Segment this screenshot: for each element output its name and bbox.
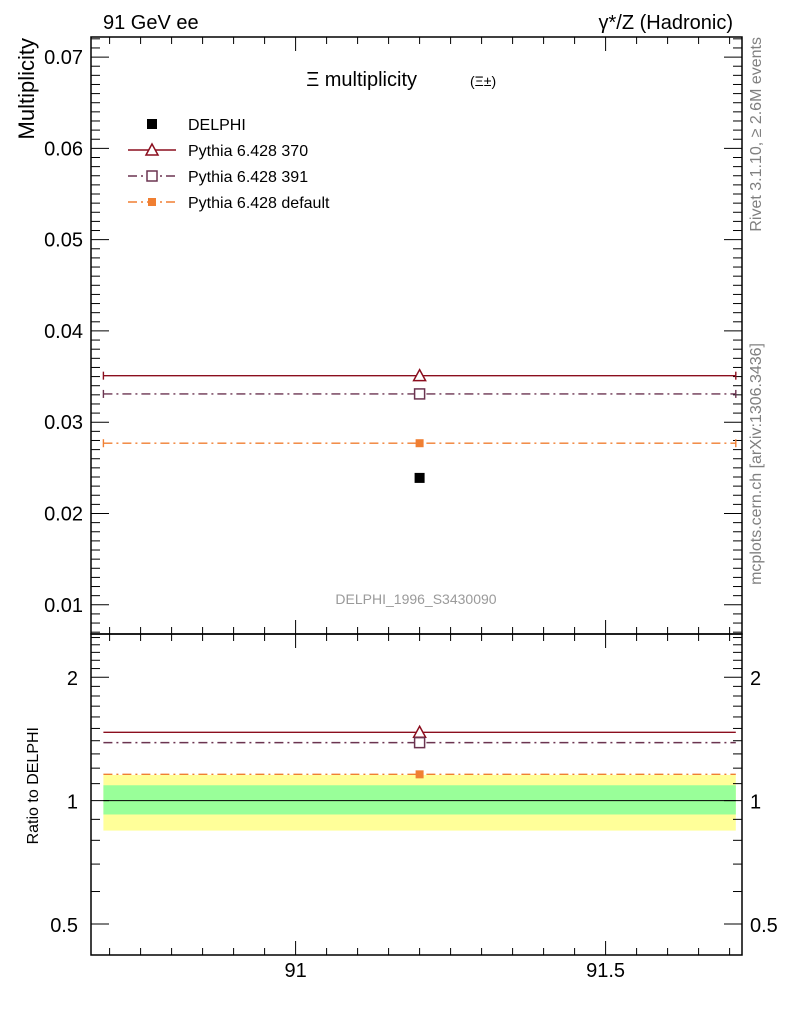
- data-point-marker: [147, 119, 157, 129]
- plot-title-main: Ξ multiplicity: [306, 69, 417, 91]
- ratio-panel: 91 91.5 0.5 0.5 1 1 2 2: [50, 633, 778, 982]
- labels: 91 GeV ee γ*/Z (Hadronic) Ξ multiplicity…: [14, 12, 765, 844]
- rivet-label: Rivet 3.1.10, ≥ 2.6M events: [748, 37, 765, 232]
- ratio-tick-label-right: 1: [750, 792, 761, 814]
- plot-title-sub: (Ξ±): [470, 73, 496, 89]
- mcplots-label: mcplots.cern.ch [arXiv:1306.3436]: [748, 343, 765, 585]
- y-axis-label: Multiplicity: [14, 38, 39, 139]
- legend-label: Pythia 6.428 391: [188, 169, 308, 186]
- legend: DELPHI Pythia 6.428 370 Pythia 6.428 391 Py…: [128, 117, 330, 212]
- y-tick-label: 0.06: [44, 138, 83, 160]
- ratio-tick-label-right: 2: [750, 668, 761, 690]
- ratio-tick-label: 0.5: [50, 915, 78, 937]
- analysis-watermark: DELPHI_1996_S3430090: [335, 591, 496, 607]
- y-tick-label: 0.03: [44, 412, 83, 434]
- legend-label: Pythia 6.428 370: [188, 143, 308, 160]
- ratio-tick-label: 1: [67, 792, 78, 814]
- legend-label: Pythia 6.428 default: [188, 195, 330, 212]
- main-panel: 0.01 0.02 0.03 0.04 0.05 0.06 0.07: [44, 36, 743, 635]
- energy-label: 91 GeV ee: [103, 12, 199, 34]
- y-tick-label: 0.02: [44, 504, 83, 526]
- y-tick-label: 0.01: [44, 595, 83, 617]
- mc-point-marker: [415, 439, 424, 448]
- y-tick-label: 0.05: [44, 230, 83, 252]
- uncertainty-band-inner: [103, 785, 736, 815]
- x-tick-label: 91.5: [586, 960, 625, 982]
- ratio-axis-label: Ratio to DELPHI: [25, 727, 42, 844]
- mc-point-marker: [413, 388, 426, 400]
- mc-point-marker: [413, 736, 426, 749]
- data-point-marker: [414, 472, 425, 483]
- process-label: γ*/Z (Hadronic): [599, 12, 733, 34]
- y-tick-label: 0.04: [44, 321, 83, 343]
- x-tick-label: 91: [284, 960, 306, 982]
- y-tick-label: 0.07: [44, 47, 83, 69]
- ratio-frame: [90, 633, 743, 956]
- mc-point-marker: [412, 368, 427, 382]
- mc-point-marker: [415, 770, 424, 779]
- ratio-tick-label-right: 0.5: [750, 915, 778, 937]
- mc-point-marker: [146, 170, 158, 182]
- mc-point-marker: [148, 198, 156, 206]
- ratio-tick-label: 2: [67, 668, 78, 690]
- mc-point-marker: [144, 142, 160, 156]
- legend-label: DELPHI: [188, 117, 246, 134]
